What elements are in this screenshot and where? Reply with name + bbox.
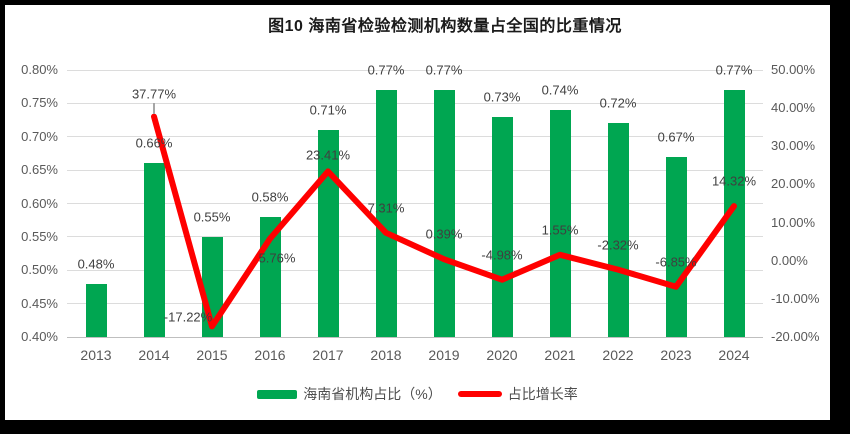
bar-2020 bbox=[491, 116, 513, 337]
x-axis-label-2013: 2013 bbox=[80, 347, 112, 363]
x-axis-label-2019: 2019 bbox=[428, 347, 460, 363]
bar-label-2024: 0.77% bbox=[715, 62, 753, 78]
left-axis-tick-0.40%: 0.40% bbox=[21, 329, 58, 344]
gridline-0.75% bbox=[67, 102, 763, 104]
line-label-2020: -4.98% bbox=[481, 247, 523, 263]
x-axis-label-2018: 2018 bbox=[370, 347, 402, 363]
line-label-2015: -17.22% bbox=[163, 309, 213, 325]
x-axis-label-2015: 2015 bbox=[196, 347, 228, 363]
bar-2022 bbox=[607, 123, 629, 337]
gridline-0.65% bbox=[67, 169, 763, 171]
legend-bar-label: 海南省机构占比（%） bbox=[303, 386, 442, 402]
line-label-2018: 7.31% bbox=[367, 200, 405, 216]
x-axis-label-2022: 2022 bbox=[602, 347, 634, 363]
right-axis-tick--10.00%: -10.00% bbox=[771, 290, 820, 306]
left-axis-tick-0.55%: 0.55% bbox=[21, 228, 58, 244]
right-axis-tick-0.00%: 0.00% bbox=[771, 252, 808, 268]
bar-2016 bbox=[259, 216, 281, 337]
left-axis-tick-0.45%: 0.45% bbox=[21, 295, 58, 311]
x-axis-label-2024: 2024 bbox=[718, 347, 750, 363]
bar-label-2013: 0.48% bbox=[77, 256, 115, 272]
line-label-2022: -2.32% bbox=[597, 237, 639, 253]
x-axis-label-2017: 2017 bbox=[312, 347, 344, 363]
bar-2024 bbox=[723, 90, 745, 337]
gridline-0.80% bbox=[67, 69, 763, 71]
line-label-2023: -6.85% bbox=[655, 254, 697, 270]
line-label-leader-dash bbox=[153, 103, 155, 114]
x-axis-label-2014: 2014 bbox=[138, 347, 170, 363]
line-label-2017: 23.41% bbox=[305, 147, 351, 163]
legend-line-swatch-icon bbox=[457, 391, 502, 397]
x-axis-label-2020: 2020 bbox=[486, 347, 518, 363]
bar-label-2023: 0.67% bbox=[657, 129, 695, 145]
x-axis-label-2016: 2016 bbox=[254, 347, 286, 363]
bar-label-2017: 0.71% bbox=[309, 102, 347, 118]
right-axis-tick-40.00%: 40.00% bbox=[771, 100, 816, 116]
bar-label-2020: 0.73% bbox=[483, 89, 521, 105]
left-axis-tick-0.50%: 0.50% bbox=[21, 262, 58, 278]
line-label-2019: 0.39% bbox=[425, 226, 463, 242]
x-axis-baseline bbox=[67, 336, 763, 338]
chart-canvas bbox=[5, 5, 830, 420]
legend-item-line: 占比增长率 bbox=[457, 385, 578, 403]
legend-line-label: 占比增长率 bbox=[507, 386, 578, 402]
x-axis-label-2023: 2023 bbox=[660, 347, 692, 363]
bar-label-2015: 0.55% bbox=[193, 209, 231, 225]
bar-2019 bbox=[433, 90, 455, 337]
right-axis-tick-50.00%: 50.00% bbox=[771, 62, 816, 77]
right-axis-tick--20.00%: -20.00% bbox=[771, 329, 820, 344]
bar-2013 bbox=[85, 283, 107, 337]
bar-label-2019: 0.77% bbox=[425, 62, 463, 78]
line-label-2016: 5.76% bbox=[258, 250, 296, 266]
line-label-2021: 1.55% bbox=[541, 222, 579, 238]
bar-2014 bbox=[143, 163, 165, 337]
left-axis-tick-0.80%: 0.80% bbox=[21, 62, 58, 77]
line-label-2014: 37.77% bbox=[131, 86, 177, 102]
gridline-0.45% bbox=[67, 303, 763, 305]
gridline-0.55% bbox=[67, 236, 763, 238]
left-axis-tick-0.60%: 0.60% bbox=[21, 195, 58, 211]
legend-bar-swatch-icon bbox=[257, 389, 298, 399]
gridline-0.60% bbox=[67, 203, 763, 204]
bar-2023 bbox=[665, 156, 687, 337]
bar-label-2018: 0.77% bbox=[367, 62, 405, 78]
legend: 海南省机构占比（%） 占比增长率 bbox=[5, 384, 830, 404]
bar-label-2021: 0.74% bbox=[541, 82, 579, 98]
left-axis-tick-0.70%: 0.70% bbox=[21, 128, 58, 144]
left-axis-tick-0.75%: 0.75% bbox=[21, 95, 58, 111]
chart-title: 图10 海南省检验检测机构数量占全国的比重情况 bbox=[268, 18, 622, 35]
bar-label-2014: 0.66% bbox=[135, 135, 173, 151]
x-axis-label-2021: 2021 bbox=[544, 347, 576, 363]
gridline-0.50% bbox=[67, 269, 763, 271]
line-label-2024: 14.32% bbox=[711, 173, 757, 189]
right-axis-tick-30.00%: 30.00% bbox=[771, 138, 816, 154]
bar-label-2016: 0.58% bbox=[251, 189, 289, 205]
legend-item-bars: 海南省机构占比（%） bbox=[257, 385, 442, 403]
bar-label-2022: 0.72% bbox=[599, 95, 637, 111]
right-axis-tick-10.00%: 10.00% bbox=[771, 214, 816, 230]
right-axis-tick-20.00%: 20.00% bbox=[771, 176, 816, 192]
left-axis-tick-0.65%: 0.65% bbox=[21, 162, 58, 178]
